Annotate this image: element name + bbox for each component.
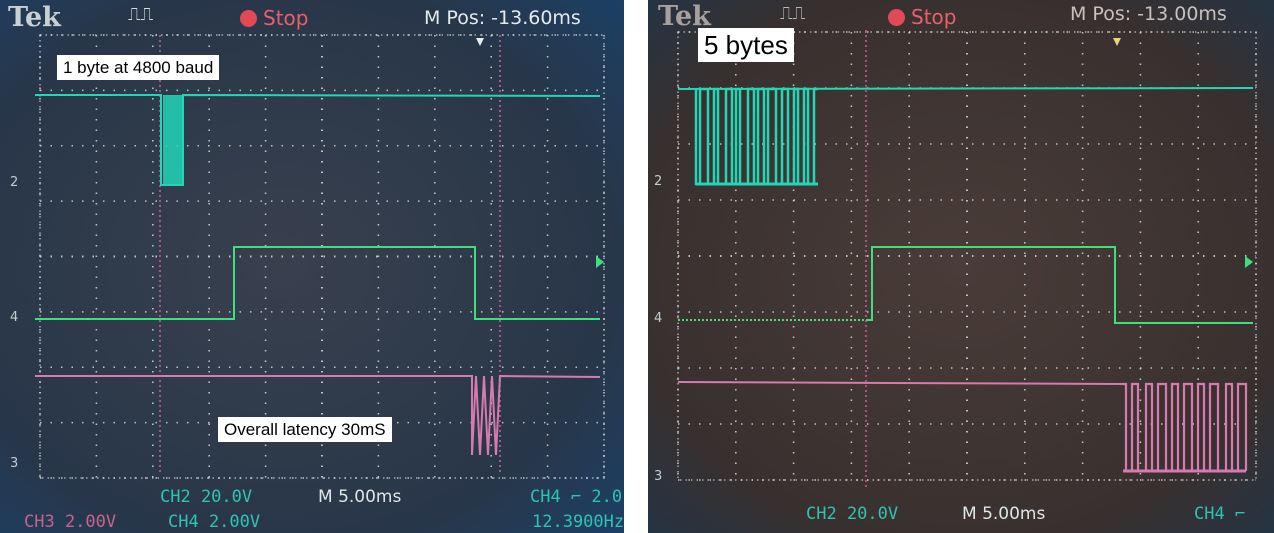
frequency-readout: 12.3900Hz: [532, 512, 624, 532]
ch3-byte-burst: [1123, 382, 1248, 473]
screen-background: [648, 0, 1274, 533]
ch3-marker: 3: [654, 469, 663, 484]
trigger-position-marker: [476, 38, 484, 46]
run-state-label: Stop: [911, 5, 957, 29]
ch4-trigger-readout: CH4 ⌐: [1194, 504, 1246, 524]
left-scope-screen: [0, 0, 624, 533]
ch2-byte-burst: [163, 95, 183, 185]
run-state-label: Stop: [263, 6, 309, 30]
graticule: [677, 31, 1257, 481]
ch4-trigger-readout: CH4 ⌐ 2.0: [530, 487, 623, 507]
timebase-readout: M 5.00ms: [962, 504, 1046, 524]
run-state: Stop: [240, 8, 308, 28]
ch4-marker: 4: [10, 310, 19, 325]
left-scope-photo: Tek ⎍⎍ Stop M Pos: -13.60ms 1 byte at 48…: [0, 0, 624, 533]
ch3-trace: [35, 374, 601, 456]
screen-background: [0, 0, 624, 533]
timebase-readout: M 5.00ms: [318, 487, 402, 507]
stop-indicator-icon: [888, 8, 905, 26]
ch3-marker: 3: [10, 456, 19, 471]
m-pos-readout: M Pos: -13.00ms: [1070, 3, 1227, 25]
ch2-scale-readout: CH2 20.0V: [806, 504, 899, 524]
ch4-scale-readout: CH4 2.00V: [168, 512, 261, 532]
trigger-position-marker: [1113, 38, 1121, 46]
m-pos-readout: M Pos: -13.60ms: [424, 7, 581, 29]
graticule-frame: [39, 34, 605, 479]
ch2-scale-readout: CH2 20.0V: [160, 487, 253, 507]
run-state: Stop: [888, 7, 956, 27]
annotation-latency: Overall latency 30mS: [218, 417, 392, 442]
annotation-five-bytes: 5 bytes: [698, 28, 794, 62]
ch4-trace: [866, 246, 1253, 324]
annotation-one-byte: 1 byte at 4800 baud: [57, 55, 220, 80]
ch3-trace: [677, 381, 1124, 385]
stop-indicator-icon: [240, 9, 257, 27]
graticule: [39, 34, 605, 479]
ch2-marker: 2: [654, 174, 663, 189]
screen-tint: [0, 0, 624, 533]
ch2-marker: 2: [10, 175, 19, 190]
graticule-frame: [677, 31, 1257, 481]
pulse-trigger-icon: ⎍⎍: [128, 4, 154, 25]
ch4-trace: [35, 246, 600, 320]
trigger-level-marker: [1245, 256, 1253, 268]
pulse-trigger-icon: ⎍⎍: [780, 3, 806, 24]
brand-label: Tek: [8, 2, 61, 33]
trigger-level-marker: [596, 256, 604, 268]
ch2-five-byte-burst: [694, 87, 818, 186]
right-scope-photo: Tek ⎍⎍ Stop M Pos: -13.00ms 5 bytes 2 4 …: [648, 0, 1274, 533]
right-scope-screen: [648, 0, 1274, 533]
ch3-scale-readout: CH3 2.00V: [24, 512, 117, 532]
ch4-marker: 4: [654, 311, 663, 326]
brand-label: Tek: [658, 1, 711, 32]
